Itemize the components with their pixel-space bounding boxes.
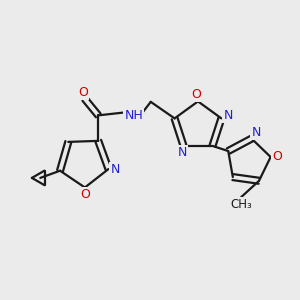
- Text: O: O: [80, 188, 90, 201]
- Text: NH: NH: [124, 109, 143, 122]
- Text: N: N: [223, 109, 233, 122]
- Text: O: O: [272, 151, 282, 164]
- Text: CH₃: CH₃: [230, 198, 252, 211]
- Text: N: N: [177, 146, 187, 159]
- Text: O: O: [192, 88, 201, 101]
- Text: N: N: [110, 163, 120, 176]
- Text: O: O: [78, 86, 88, 99]
- Text: N: N: [251, 126, 261, 139]
